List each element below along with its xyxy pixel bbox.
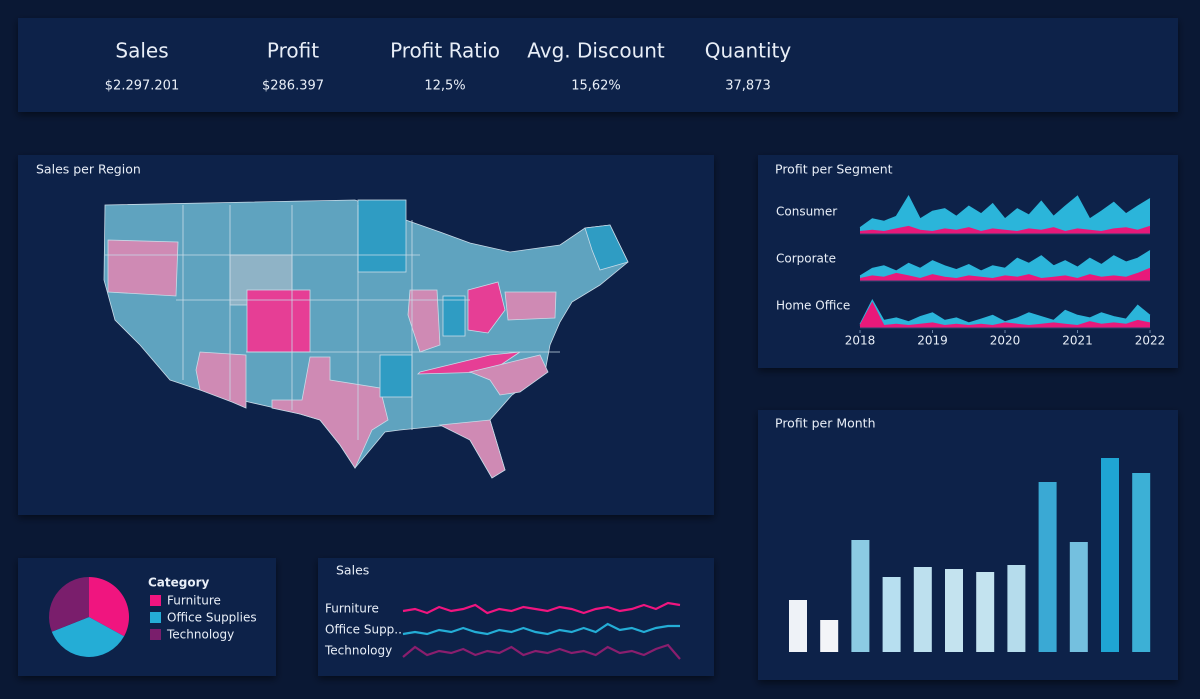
kpi-value: 12,5%	[424, 79, 465, 94]
area-fill	[860, 196, 1150, 234]
state	[467, 281, 506, 334]
pie-slice	[49, 577, 89, 632]
panel-title: Profit per Month	[775, 416, 876, 431]
bar	[882, 577, 901, 652]
state	[468, 354, 549, 396]
legend-swatch	[150, 595, 161, 606]
us-map	[103, 199, 629, 479]
legend-swatch	[150, 629, 161, 640]
state	[195, 351, 247, 409]
segment-label: Corporate	[776, 252, 836, 266]
state	[379, 354, 413, 398]
area-line	[859, 194, 1151, 229]
pie-slice	[51, 617, 125, 657]
legend-label: Office Supplies	[167, 611, 257, 625]
state	[504, 291, 557, 321]
area-fill	[860, 250, 1150, 281]
area-line	[859, 225, 1151, 233]
kpi-panel	[18, 18, 1178, 112]
sales-line	[402, 643, 681, 660]
state	[584, 224, 629, 271]
x-tick-label: 2020	[990, 334, 1021, 348]
sales-line	[402, 622, 680, 636]
legend-swatch	[150, 612, 161, 623]
state	[107, 239, 179, 297]
bar	[913, 567, 932, 652]
area-fill	[860, 300, 1150, 328]
state	[407, 289, 441, 353]
panel-title: Profit per Segment	[775, 162, 893, 177]
kpi-label: Quantity	[705, 39, 792, 63]
area-line	[859, 250, 1151, 277]
state	[246, 289, 311, 353]
kpi-value: $2.297.201	[105, 79, 179, 94]
sales-panel	[318, 558, 714, 676]
state	[271, 356, 389, 469]
bar	[1007, 565, 1026, 652]
panel-title: Sales	[336, 563, 369, 578]
kpi-value: 37,873	[725, 79, 771, 94]
kpi-value: 15,62%	[571, 79, 621, 94]
bar	[820, 620, 839, 652]
segment-label: Consumer	[776, 205, 837, 219]
state	[438, 419, 506, 479]
bar	[789, 600, 807, 652]
series-label: Office Supp..	[325, 623, 402, 637]
kpi-label: Profit	[267, 39, 319, 63]
area-fill	[860, 268, 1150, 281]
bar	[851, 540, 870, 652]
legend-label: Technology	[166, 628, 234, 642]
state	[442, 295, 466, 337]
bar	[1038, 482, 1057, 652]
area-line	[859, 301, 1151, 327]
segment-label: Home Office	[776, 299, 850, 313]
series-label: Furniture	[325, 602, 379, 616]
pie-slice	[89, 577, 129, 637]
kpi-label: Avg. Discount	[527, 39, 665, 63]
series-label: Technology	[324, 644, 392, 658]
legend-label: Furniture	[167, 594, 221, 608]
kpi-value: $286.397	[262, 79, 324, 94]
area-line	[859, 299, 1151, 325]
bar	[976, 572, 995, 652]
x-tick-label: 2019	[917, 334, 948, 348]
bar	[1101, 458, 1119, 652]
x-tick-label: 2021	[1062, 334, 1093, 348]
legend-title: Category	[148, 576, 210, 590]
kpi-label: Profit Ratio	[390, 39, 500, 63]
x-tick-label: 2018	[845, 334, 876, 348]
x-tick-label: 2022	[1135, 334, 1166, 348]
area-line	[859, 267, 1151, 280]
state	[357, 199, 407, 273]
bar	[945, 569, 963, 652]
bar	[1132, 473, 1151, 652]
panel-title: Sales per Region	[36, 162, 141, 177]
sales-line	[402, 601, 681, 615]
bar	[1069, 542, 1088, 652]
kpi-label: Sales	[115, 39, 168, 63]
